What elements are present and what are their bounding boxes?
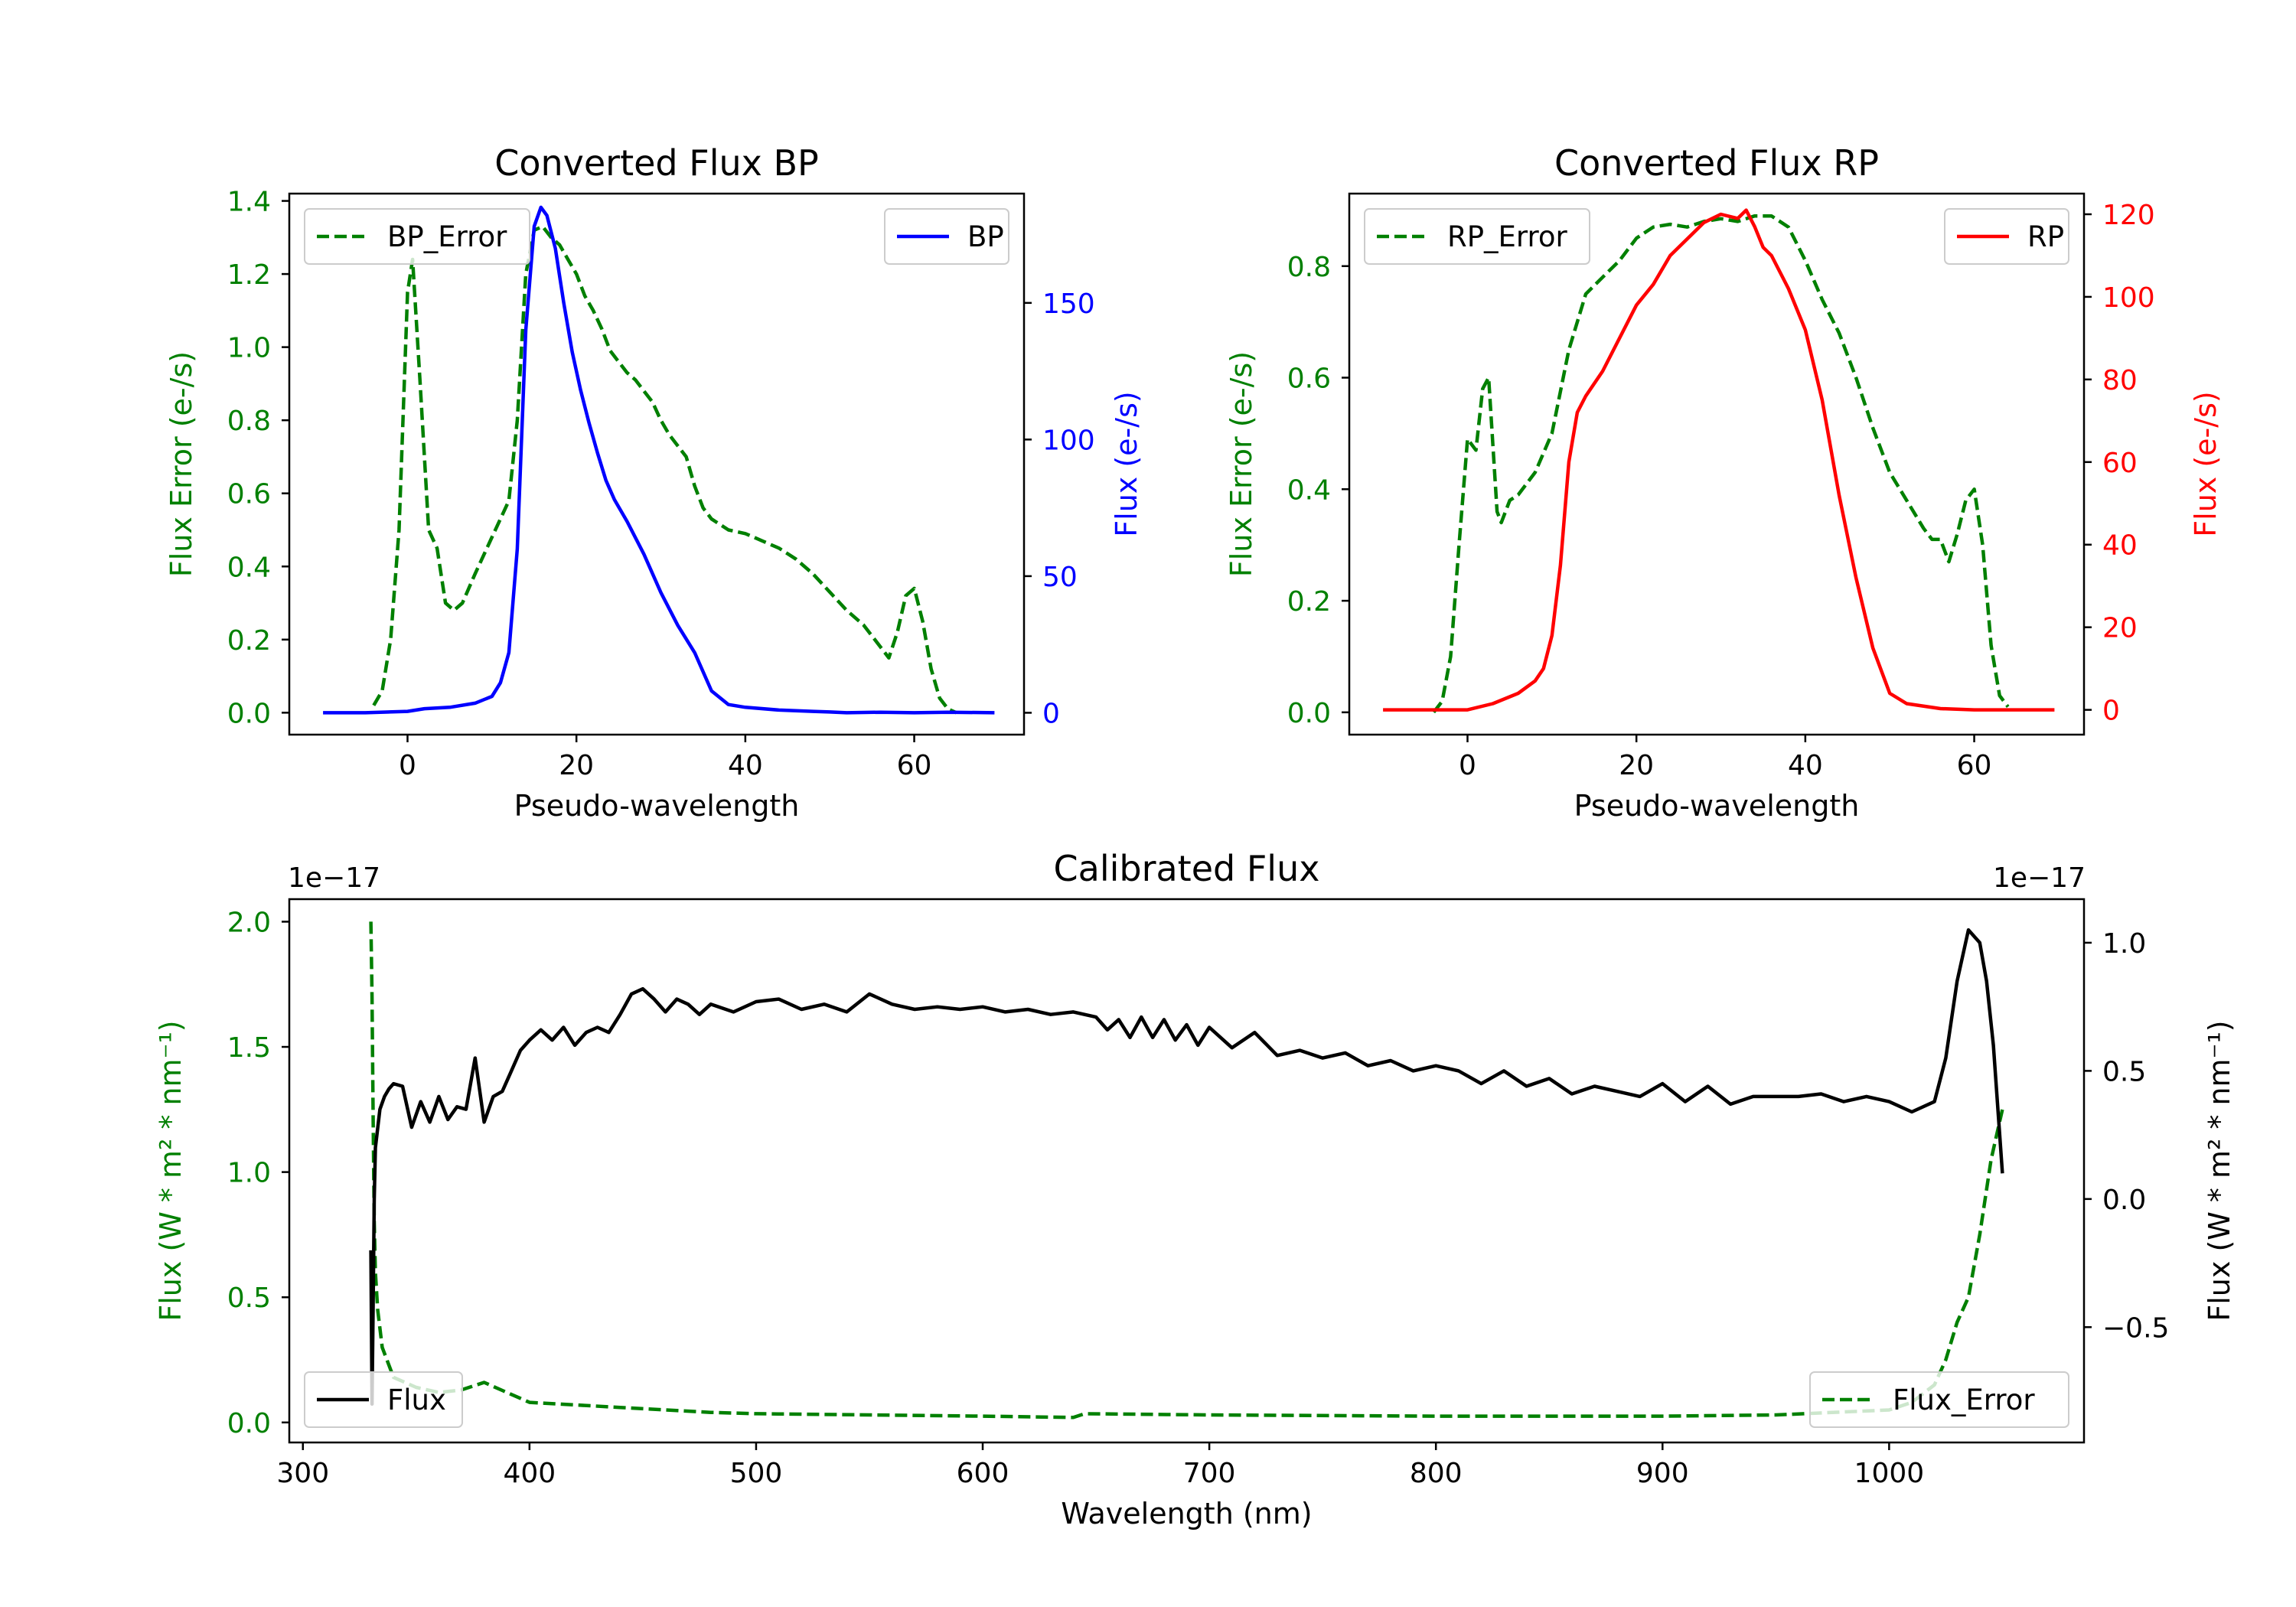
cal-right-tick-label: 0.5 (2102, 1056, 2146, 1087)
bp-right-tick-label: 100 (1042, 425, 1095, 456)
cal-right-tick-label: −0.5 (2102, 1312, 2169, 1344)
bp-left-axis-label: Flux Error (e-/s) (165, 351, 198, 577)
bp-left-tick-label: 1.4 (227, 187, 271, 218)
rp-legend-0 (1364, 208, 1590, 265)
bp-series-bp (323, 205, 995, 715)
bp-x-tick-label: 20 (559, 750, 594, 781)
rp-x-tick-label: 40 (1788, 750, 1823, 781)
cal-series-flux-error (369, 921, 2004, 1420)
bp-right-tick-label: 0 (1042, 698, 1060, 729)
bp-x-axis-label: Pseudo-wavelength (514, 789, 800, 823)
bp-left-tick-label: 0.8 (227, 406, 271, 437)
cal-left-tick-label: 0.5 (227, 1283, 271, 1314)
bp-x-tick-label: 0 (399, 750, 416, 781)
cal-x-tick-label: 700 (1183, 1458, 1236, 1489)
bp-x-tick-label: 60 (897, 750, 932, 781)
rp-left-tick-label: 0.4 (1287, 474, 1331, 506)
cal-legend-0 (304, 1371, 463, 1428)
rp-right-tick-label: 40 (2102, 530, 2138, 562)
bp-x-tick-label: 40 (728, 750, 763, 781)
bp-right-axis-label: Flux (e-/s) (1110, 391, 1143, 536)
bp-right-tick-label: 150 (1042, 288, 1095, 320)
cal-legend-label: Flux_Error (1893, 1384, 2035, 1416)
rp-series-rp-error (1432, 214, 2010, 714)
bp-left-tick-label: 1.0 (227, 333, 271, 364)
rp-right-tick-label: 60 (2102, 448, 2138, 479)
cal-x-tick-label: 600 (957, 1458, 1009, 1489)
rp-legend-label: RP_Error (1447, 220, 1567, 253)
cal-x-axis-label: Wavelength (nm) (1061, 1497, 1312, 1530)
cal-x-tick-label: 800 (1410, 1458, 1463, 1489)
rp-plot-frame (1348, 192, 2086, 736)
rp-title: Converted Flux RP (1554, 142, 1879, 184)
cal-x-tick-label: 300 (276, 1458, 329, 1489)
rp-x-tick-label: 0 (1459, 750, 1476, 781)
cal-x-tick-label: 500 (730, 1458, 783, 1489)
cal-left-tick-label: 1.5 (227, 1032, 271, 1064)
cal-left-tick-label: 1.0 (227, 1158, 271, 1189)
bp-legend-label: BP_Error (387, 220, 507, 253)
bp-legend-label: BP (967, 220, 1004, 253)
bp-left-tick-label: 0.4 (227, 552, 271, 583)
rp-right-tick-label: 0 (2102, 696, 2120, 727)
cal-legend-label: Flux (387, 1384, 446, 1416)
cal-title: Calibrated Flux (1054, 848, 1320, 889)
bp-plot-frame (288, 192, 1026, 736)
rp-right-axis-label: Flux (e-/s) (2189, 391, 2223, 536)
rp-left-tick-label: 0.6 (1287, 363, 1331, 395)
bp-legend-0 (304, 208, 530, 265)
rp-legend-label: RP (2027, 220, 2064, 253)
cal-left-axis-label: Flux (W * m² * nm⁻¹) (154, 1020, 188, 1321)
rp-left-axis-label: Flux Error (e-/s) (1225, 351, 1258, 577)
rp-right-tick-label: 100 (2102, 282, 2155, 314)
cal-left-offset-text: 1e−17 (288, 862, 380, 894)
bp-left-tick-label: 0.0 (227, 698, 271, 729)
bp-right-tick-label: 50 (1042, 562, 1078, 593)
cal-left-tick-label: 2.0 (227, 907, 271, 938)
cal-right-axis-label: Flux (W * m² * nm⁻¹) (2203, 1020, 2236, 1321)
cal-right-tick-label: 0.0 (2102, 1185, 2146, 1216)
cal-x-tick-label: 400 (503, 1458, 556, 1489)
rp-left-tick-label: 0.0 (1287, 698, 1331, 729)
rp-left-tick-label: 0.2 (1287, 586, 1331, 618)
rp-right-tick-label: 80 (2102, 365, 2138, 396)
cal-x-tick-label: 900 (1636, 1458, 1689, 1489)
rp-x-tick-label: 20 (1619, 750, 1654, 781)
bp-title: Converted Flux BP (494, 142, 819, 184)
cal-right-tick-label: 1.0 (2102, 928, 2146, 960)
bp-left-tick-label: 0.6 (227, 479, 271, 510)
cal-x-tick-label: 1000 (1854, 1458, 1925, 1489)
cal-left-tick-label: 0.0 (227, 1408, 271, 1439)
rp-right-tick-label: 20 (2102, 613, 2138, 644)
cal-legend-1 (1809, 1371, 2069, 1428)
rp-right-tick-label: 120 (2102, 200, 2155, 231)
rp-x-tick-label: 60 (1957, 750, 1992, 781)
rp-x-axis-label: Pseudo-wavelength (1574, 789, 1860, 823)
bp-series-bp-error (372, 224, 957, 715)
bp-left-tick-label: 0.2 (227, 625, 271, 657)
cal-right-offset-text: 1e−17 (1993, 862, 2086, 894)
bp-left-tick-label: 1.2 (227, 259, 271, 291)
cal-plot-frame (288, 898, 2086, 1444)
rp-series-rp (1383, 208, 2055, 712)
cal-series-flux (369, 927, 2004, 1407)
rp-left-tick-label: 0.8 (1287, 252, 1331, 283)
